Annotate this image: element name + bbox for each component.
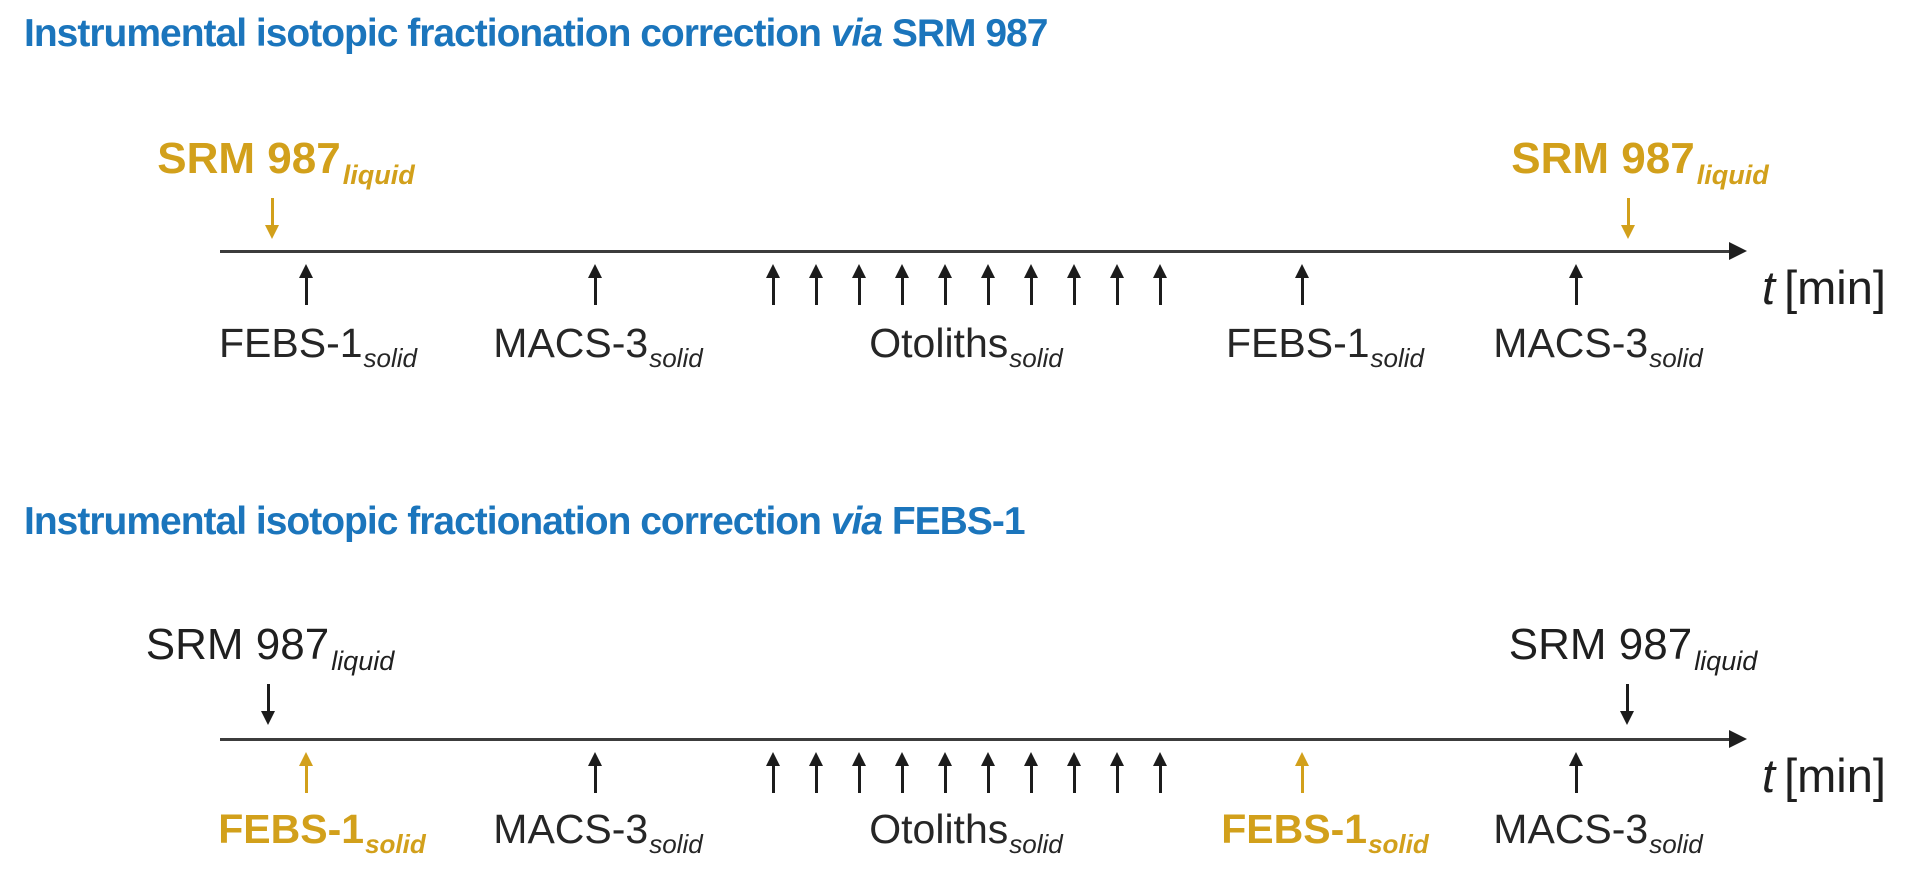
marker-name: MACS-3 bbox=[493, 806, 649, 852]
up-arrow-icon bbox=[1024, 752, 1038, 793]
up-arrow-icon bbox=[1295, 264, 1309, 305]
axis-arrowhead-icon bbox=[1729, 730, 1747, 748]
axis-arrowhead-icon bbox=[1729, 242, 1747, 260]
liquid-standard-label: SRM 987liquid bbox=[157, 134, 414, 190]
up-arrow-icon bbox=[1024, 264, 1038, 305]
up-arrow-icon bbox=[895, 264, 909, 305]
axis-variable: t bbox=[1762, 749, 1776, 802]
marker-name: FEBS-1 bbox=[1221, 806, 1368, 852]
up-arrow-icon bbox=[852, 264, 866, 305]
marker-label-febs1: FEBS-1solid bbox=[218, 806, 425, 859]
up-arrow-icon bbox=[1569, 752, 1583, 793]
marker-label-otoliths: Otolithssolid bbox=[869, 806, 1062, 859]
axis-unit-label: t [min] bbox=[1762, 260, 1886, 315]
up-arrow-icon bbox=[895, 752, 909, 793]
marker-phase: solid bbox=[363, 343, 418, 373]
up-arrow-icon bbox=[588, 752, 602, 793]
title-prefix: Instrumental isotopic fractionation corr… bbox=[24, 500, 831, 543]
up-arrow-icon bbox=[938, 752, 952, 793]
marker-label-macs3: MACS-3solid bbox=[1493, 806, 1702, 859]
marker-label-macs3: MACS-3solid bbox=[493, 320, 702, 373]
up-arrow-icon bbox=[299, 752, 313, 793]
liquid-standard-label: SRM 987liquid bbox=[145, 620, 394, 676]
marker-phase: solid bbox=[1368, 829, 1429, 859]
time-axis bbox=[220, 738, 1732, 741]
marker-label-febs1: FEBS-1solid bbox=[1221, 806, 1428, 859]
up-arrow-icon bbox=[1153, 752, 1167, 793]
marker-name: FEBS-1 bbox=[1225, 320, 1370, 366]
liquid-standard-phase: liquid bbox=[342, 160, 415, 190]
liquid-standard-name: SRM 987 bbox=[1511, 134, 1695, 183]
marker-name: MACS-3 bbox=[1493, 806, 1649, 852]
liquid-standard-label: SRM 987liquid bbox=[1511, 134, 1768, 190]
title-suffix: FEBS-1 bbox=[882, 500, 1026, 543]
up-arrow-icon bbox=[588, 264, 602, 305]
title-via: via bbox=[830, 12, 883, 55]
section-title-febs1: Instrumental isotopic fractionation corr… bbox=[24, 500, 1026, 544]
marker-phase: solid bbox=[649, 343, 703, 373]
up-arrow-icon bbox=[1153, 264, 1167, 305]
title-prefix: Instrumental isotopic fractionation corr… bbox=[24, 12, 831, 55]
marker-name: MACS-3 bbox=[493, 320, 649, 366]
marker-name: FEBS-1 bbox=[218, 806, 365, 852]
marker-name: Otoliths bbox=[869, 806, 1009, 852]
up-arrow-icon bbox=[1110, 264, 1124, 305]
liquid-standard-name: SRM 987 bbox=[157, 134, 341, 183]
down-arrow-icon bbox=[261, 684, 275, 725]
up-arrow-icon bbox=[1110, 752, 1124, 793]
time-axis bbox=[220, 250, 1732, 253]
marker-phase: solid bbox=[1649, 829, 1703, 859]
axis-unit: [min] bbox=[1784, 749, 1886, 802]
liquid-standard-name: SRM 987 bbox=[145, 620, 330, 669]
up-arrow-icon bbox=[981, 752, 995, 793]
down-arrow-icon bbox=[1620, 684, 1634, 725]
axis-unit-label: t [min] bbox=[1762, 748, 1886, 803]
marker-phase: solid bbox=[1009, 343, 1063, 373]
title-via: via bbox=[830, 500, 883, 543]
up-arrow-icon bbox=[809, 752, 823, 793]
up-arrow-icon bbox=[1067, 264, 1081, 305]
axis-unit: [min] bbox=[1784, 261, 1886, 314]
section-title-srm987: Instrumental isotopic fractionation corr… bbox=[24, 12, 1049, 56]
up-arrow-icon bbox=[299, 264, 313, 305]
down-arrow-icon bbox=[1621, 198, 1635, 239]
liquid-standard-phase: liquid bbox=[1696, 160, 1769, 190]
marker-label-febs1: FEBS-1solid bbox=[1225, 320, 1424, 373]
liquid-standard-phase: liquid bbox=[331, 646, 395, 676]
up-arrow-icon bbox=[1295, 752, 1309, 793]
marker-phase: solid bbox=[1370, 343, 1425, 373]
up-arrow-icon bbox=[1569, 264, 1583, 305]
liquid-standard-label: SRM 987liquid bbox=[1508, 620, 1757, 676]
marker-name: FEBS-1 bbox=[218, 320, 363, 366]
liquid-standard-phase: liquid bbox=[1694, 646, 1758, 676]
liquid-standard-name: SRM 987 bbox=[1508, 620, 1693, 669]
down-arrow-icon bbox=[265, 198, 279, 239]
title-suffix: SRM 987 bbox=[882, 12, 1049, 55]
up-arrow-icon bbox=[766, 752, 780, 793]
marker-name: MACS-3 bbox=[1493, 320, 1649, 366]
up-arrow-icon bbox=[766, 264, 780, 305]
up-arrow-icon bbox=[981, 264, 995, 305]
marker-phase: solid bbox=[1009, 829, 1063, 859]
up-arrow-icon bbox=[1067, 752, 1081, 793]
marker-label-macs3: MACS-3solid bbox=[493, 806, 702, 859]
up-arrow-icon bbox=[852, 752, 866, 793]
marker-phase: solid bbox=[649, 829, 703, 859]
marker-phase: solid bbox=[1649, 343, 1703, 373]
up-arrow-icon bbox=[938, 264, 952, 305]
marker-label-macs3: MACS-3solid bbox=[1493, 320, 1702, 373]
marker-label-otoliths: Otolithssolid bbox=[869, 320, 1062, 373]
marker-name: Otoliths bbox=[869, 320, 1009, 366]
marker-label-febs1: FEBS-1solid bbox=[218, 320, 417, 373]
axis-variable: t bbox=[1762, 261, 1776, 314]
up-arrow-icon bbox=[809, 264, 823, 305]
marker-phase: solid bbox=[365, 829, 426, 859]
